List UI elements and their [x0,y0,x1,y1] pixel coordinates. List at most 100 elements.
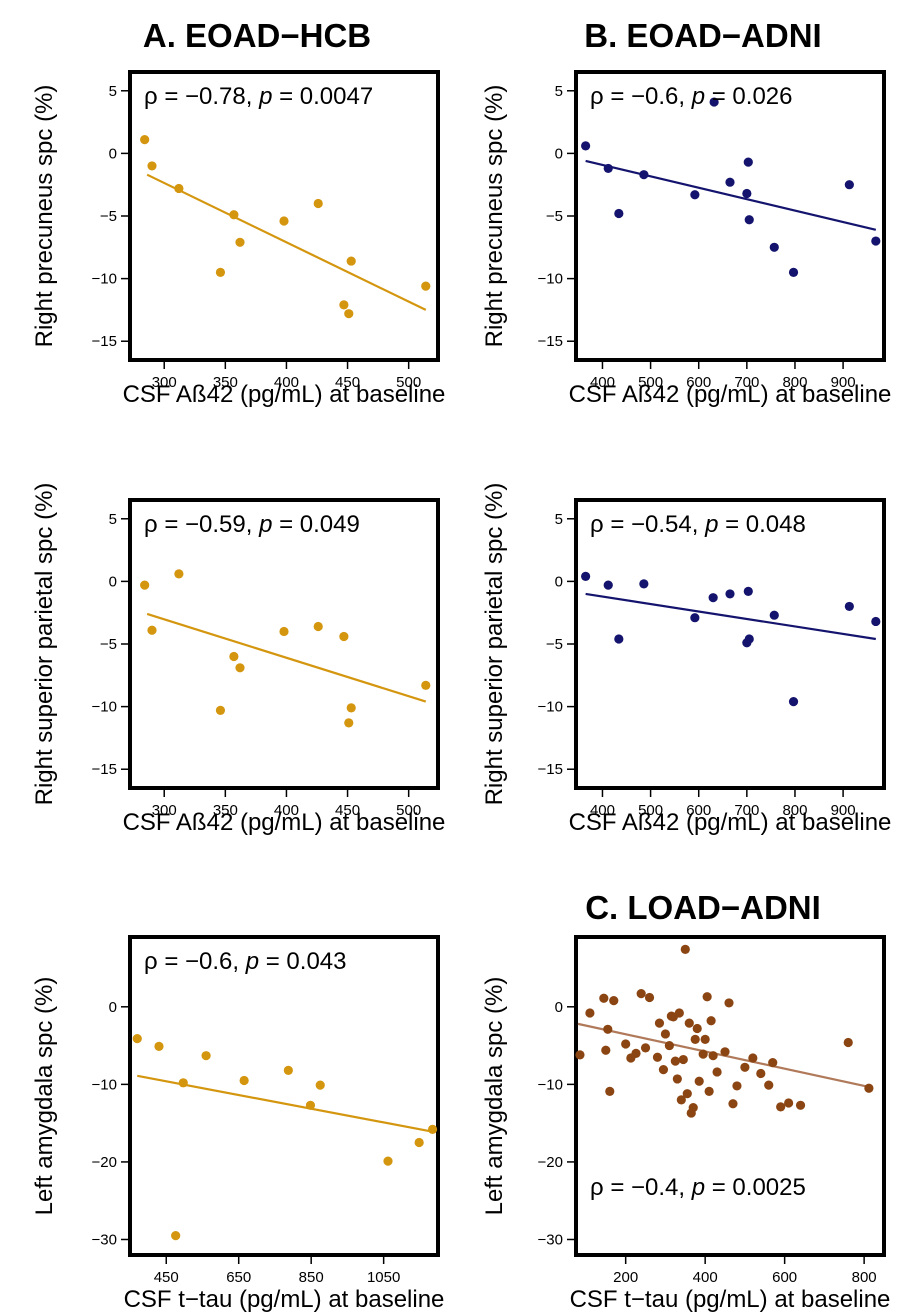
data-point [171,1231,181,1241]
column-title-c: C. LOAD−ADNI [585,889,821,926]
data-point [795,1100,806,1110]
scatter-panel-c-bottom: 200 400 600 800 0 −10 −20 −30 CSF t−tau (pg/mL) … [481,935,891,1313]
x-tick-label: 450 [335,802,360,819]
data-point [702,992,712,1002]
data-point [599,993,609,1003]
y-axis-label: Left amygdala spc (%) [31,977,58,1216]
data-point [680,944,690,955]
y-tick-label: 5 [555,511,563,528]
correlation-annotation: ρ = −0.6, p = 0.043 [144,948,347,975]
x-tick-label: 800 [852,1269,877,1286]
y-tick-label: −15 [92,761,117,778]
x-axis-label: CSF t−tau (pg/mL) at baseline [124,1286,445,1313]
data-point [871,236,881,246]
rho-value: ρ = −0.6, [590,83,692,110]
scatter-panel-b-top: 400 500 600 700 800 900 5 0 −5 −10 −15 CSF Aß42 (pg… [481,70,891,408]
data-point [658,1065,669,1075]
x-tick-label: 900 [831,802,856,819]
data-point [609,996,619,1006]
p-value: = 0.0025 [705,1174,806,1201]
x-tick-label: 700 [734,374,759,391]
data-point [585,1008,595,1018]
plot-frame [574,498,886,790]
data-point [690,613,700,623]
data-point [174,183,184,194]
p-symbol: p [245,948,259,975]
plot-frame [128,935,440,1257]
y-axis-label: Left amygdala spc (%) [481,977,508,1216]
data-point [708,593,718,603]
data-point [844,180,854,190]
data-point [631,1048,641,1058]
data-point [154,1041,164,1051]
y-tick-label: 5 [109,83,117,100]
data-point [621,1039,631,1049]
data-point [229,651,239,662]
data-point [140,135,150,145]
data-point [788,697,799,707]
data-point [740,1062,750,1072]
y-axis-label: Right superior parietal spc (%) [31,483,58,806]
data-point [768,1058,778,1068]
data-point [239,1075,249,1086]
data-point [313,198,323,209]
data-point [684,1018,694,1028]
x-tick-label: 800 [782,374,807,391]
y-tick-label: −10 [538,699,563,716]
data-point [639,170,649,180]
p-symbol: p [704,511,718,538]
data-point [690,190,700,200]
rho-value: ρ = −0.78, [144,83,259,110]
data-point [706,1016,716,1026]
y-tick-label: −20 [92,1154,117,1171]
correlation-annotation: ρ = −0.78, p = 0.0047 [144,83,373,110]
regression-line [585,592,876,641]
data-point [344,309,354,319]
plot-frame [128,70,440,362]
x-axis-label: CSF t−tau (pg/mL) at baseline [570,1286,891,1313]
data-point [784,1098,794,1108]
y-tick-label: −30 [538,1231,563,1248]
regression-line [585,159,877,231]
rho-value: ρ = −0.59, [144,511,259,538]
y-tick-label: 0 [555,145,563,162]
data-point [229,210,239,220]
data-point [700,1034,710,1044]
data-point [346,703,356,713]
data-point [776,1102,786,1112]
data-point [215,705,226,715]
data-point [704,1086,714,1096]
y-tick-label: −10 [92,699,117,716]
y-tick-label: −10 [538,1076,563,1093]
p-value: = 0.049 [272,511,359,538]
data-point [676,1095,686,1105]
data-point [575,1050,585,1060]
data-point [688,1103,698,1113]
data-point [235,237,245,247]
x-tick-label: 500 [396,374,421,391]
data-point [315,1080,325,1090]
data-point [764,1080,774,1090]
data-point [748,1053,758,1063]
data-point [654,1018,665,1028]
data-point [614,634,624,644]
scatter-panel-a-top: 300 350 400 450 500 5 0 −5 −10 −15 CSF Aß42 (pg/mL… [31,70,446,408]
x-tick-label: 500 [638,374,663,391]
data-point [140,580,150,590]
data-point [346,256,356,266]
scatter-panel-b-middle: 400 500 600 700 800 900 5 0 −5 −10 −15 CSF Aß42 (pg… [481,483,891,836]
rho-value: ρ = −0.54, [590,511,705,538]
x-tick-label: 400 [274,374,299,391]
correlation-annotation: ρ = −0.59, p = 0.049 [144,511,360,538]
column-title-b: B. EOAD−ADNI [584,17,821,54]
data-point [132,1034,142,1044]
data-point [581,571,591,581]
data-point [708,1051,718,1061]
x-axis-label: CSF Aß42 (pg/mL) at baseline [123,381,446,408]
x-tick-label: 200 [613,1269,638,1286]
data-point [305,1100,316,1110]
data-point [283,1065,293,1076]
correlation-annotation: ρ = −0.6, p = 0.026 [590,83,793,110]
data-point [690,1034,700,1044]
data-point [652,1052,663,1062]
